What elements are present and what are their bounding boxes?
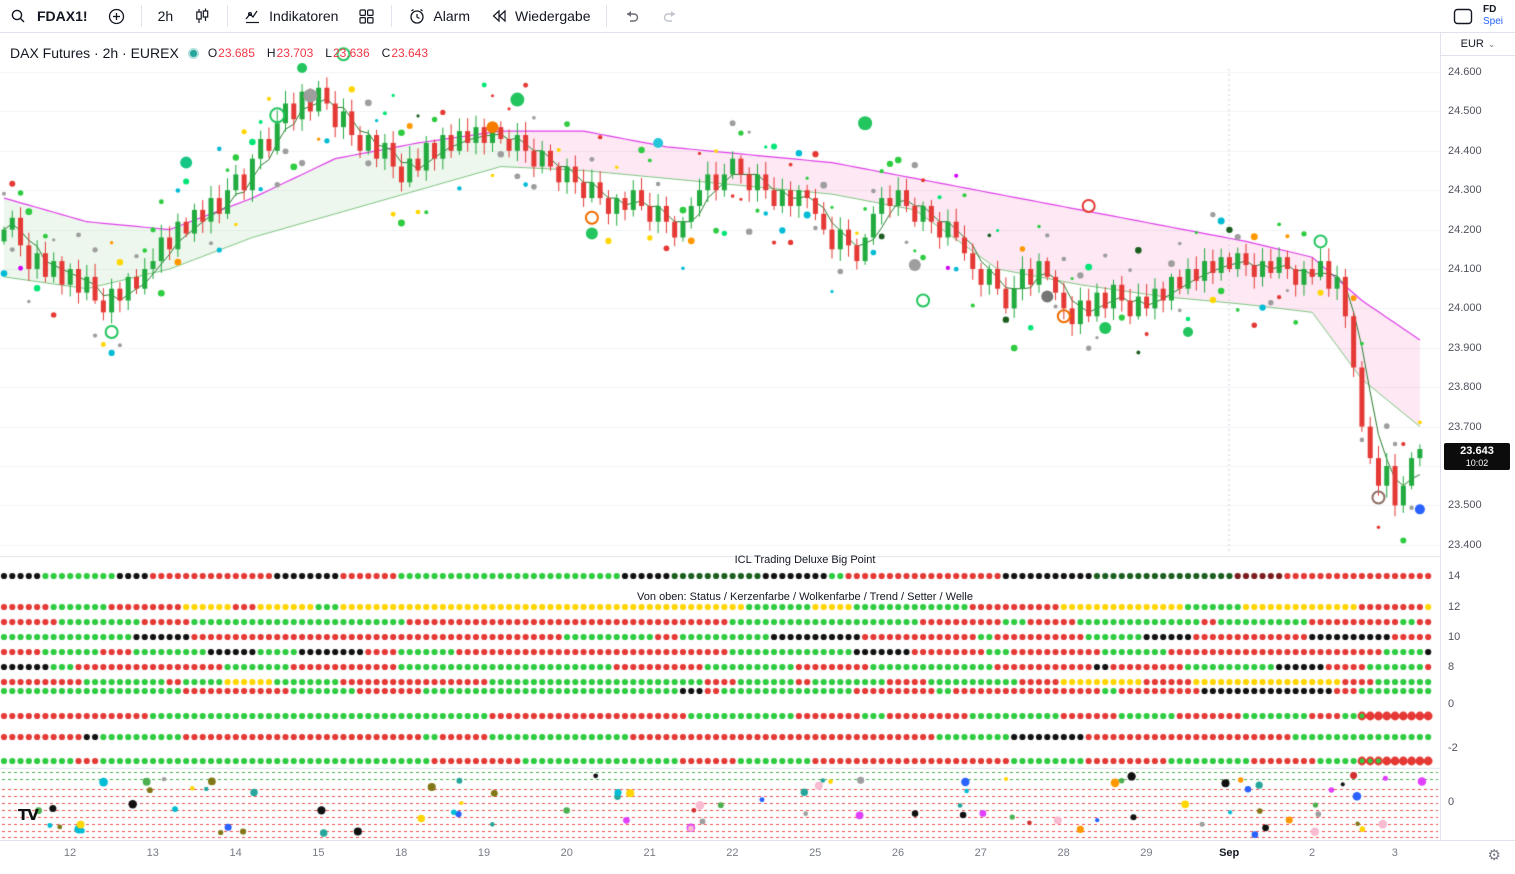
layout-grid-button[interactable]	[349, 4, 384, 29]
tradingview-logo[interactable]: TV	[18, 806, 38, 824]
time-axis-label: 3	[1392, 847, 1398, 859]
indicator-axis-label: 0	[1448, 698, 1454, 710]
time-axis-label: 19	[478, 847, 490, 859]
alert-button[interactable]: Alarm	[399, 3, 479, 29]
price-axis-label: 24.500	[1448, 105, 1482, 117]
last-price-value: 23.643	[1444, 445, 1510, 458]
settings-gear-icon[interactable]: ⚙	[1488, 846, 1501, 864]
price-axis[interactable]: EUR ⌄ 23.643 10:02 24.600 24.500 24.400 24.…	[1440, 33, 1515, 874]
price-axis-label: 23.500	[1448, 499, 1482, 511]
redo-icon	[661, 8, 679, 24]
price-axis-label: 24.200	[1448, 224, 1482, 236]
toolbar-divider	[391, 5, 392, 27]
replay-button[interactable]: Wiedergabe	[481, 3, 600, 29]
replay-icon	[490, 7, 508, 25]
indicator-panel-subtitle: Von oben: Status / Kerzenfarbe / Wolkenf…	[637, 591, 973, 603]
price-axis-label: 23.700	[1448, 421, 1482, 433]
time-axis-label: 2	[1309, 847, 1315, 859]
ohlc-pair: L23.636	[325, 46, 369, 60]
interval-button[interactable]: 2h	[149, 4, 183, 28]
price-axis-label: 23.400	[1448, 539, 1482, 551]
top-toolbar: FDAX1! 2h Indikatoren Alarm Wie	[0, 0, 1515, 33]
last-price-badge: 23.643 10:02	[1444, 443, 1510, 470]
redo-button[interactable]	[652, 4, 688, 28]
indicator-axis-label: 8	[1448, 661, 1454, 673]
ohlc-values: O23.685 H23.703 L23.636 C23.643	[208, 46, 428, 60]
time-axis-label: 15	[312, 847, 324, 859]
ohlc-value: 23.643	[391, 46, 428, 60]
indicators-button[interactable]: Indikatoren	[235, 3, 347, 29]
source-dot-icon	[188, 48, 199, 59]
time-axis-label: 29	[1140, 847, 1152, 859]
time-axis-label: 18	[395, 847, 407, 859]
ohlc-label: H	[267, 46, 276, 60]
indicators-icon	[244, 7, 262, 25]
chart-legend[interactable]: DAX Futures · 2h · EUREX O23.685 H23.703 L…	[10, 45, 428, 61]
time-axis-label: 14	[229, 847, 241, 859]
ohlc-pair: H23.703	[267, 46, 313, 60]
chart-style-button[interactable]	[184, 3, 220, 29]
ohlc-label: L	[325, 46, 332, 60]
ohlc-value: 23.685	[218, 46, 255, 60]
add-symbol-button[interactable]	[99, 4, 134, 29]
indicator-axis-label: 12	[1448, 601, 1460, 613]
alarm-clock-icon	[408, 7, 426, 25]
indicator-axis-label: 14	[1448, 570, 1460, 582]
interval-label: 2h	[158, 8, 174, 24]
indicator-axis-label: 0	[1448, 796, 1454, 808]
price-axis-label: 24.400	[1448, 145, 1482, 157]
price-axis-label: 24.100	[1448, 263, 1482, 275]
time-axis-label: 22	[726, 847, 738, 859]
time-axis-label: 25	[809, 847, 821, 859]
toolbar-divider	[227, 5, 228, 27]
bar-countdown: 10:02	[1444, 458, 1510, 468]
topright-truncated-text[interactable]: FD Spei	[1483, 4, 1505, 29]
chart-canvas[interactable]	[0, 33, 1440, 874]
search-icon[interactable]	[10, 8, 26, 24]
time-axis-label: 27	[975, 847, 987, 859]
candlestick-icon	[193, 7, 211, 25]
time-axis-label: 12	[64, 847, 76, 859]
symbol-search-button[interactable]: FDAX1!	[28, 4, 97, 28]
price-axis-label: 24.600	[1448, 66, 1482, 78]
replay-label: Wiedergabe	[515, 8, 591, 24]
time-axis-label: 20	[561, 847, 573, 859]
price-axis-label: 24.300	[1448, 184, 1482, 196]
topright-line1: FD	[1483, 4, 1505, 17]
symbol-title: DAX Futures · 2h · EUREX	[10, 45, 179, 61]
indicator-axis-label: -2	[1448, 742, 1458, 754]
time-axis[interactable]: ⚙ 12 13 14 15 18 19 20 21 22 25 26 27 28 29 Sep 2 3	[0, 840, 1515, 874]
toolbar-divider	[606, 5, 607, 27]
indicators-label: Indikatoren	[269, 8, 338, 24]
time-axis-label: 28	[1057, 847, 1069, 859]
toolbar-right-group: FD Spei	[1453, 4, 1505, 29]
alert-label: Alarm	[433, 8, 470, 24]
grid-layout-icon	[358, 8, 375, 25]
indicator-axis-label: 10	[1448, 631, 1460, 643]
currency-label: EUR	[1461, 38, 1484, 50]
currency-selector[interactable]: EUR ⌄	[1441, 33, 1515, 56]
ohlc-pair: O23.685	[208, 46, 255, 60]
topright-line2: Spei	[1483, 16, 1505, 29]
time-axis-label: 26	[892, 847, 904, 859]
time-axis-label: 13	[147, 847, 159, 859]
price-axis-label: 24.000	[1448, 302, 1482, 314]
ohlc-value: 23.636	[333, 46, 370, 60]
symbol-label: FDAX1!	[37, 8, 88, 24]
toolbar-divider	[141, 5, 142, 27]
fullscreen-window-icon[interactable]	[1453, 8, 1473, 25]
chevron-down-icon: ⌄	[1488, 39, 1496, 50]
indicator-panel-title[interactable]: ICL Trading Deluxe Big Point	[735, 554, 876, 566]
price-axis-label: 23.900	[1448, 342, 1482, 354]
time-axis-label: 21	[643, 847, 655, 859]
price-axis-label: 23.800	[1448, 381, 1482, 393]
time-axis-label: Sep	[1219, 847, 1239, 859]
ohlc-label: C	[382, 46, 391, 60]
undo-icon	[623, 8, 641, 24]
ohlc-label: O	[208, 46, 217, 60]
undo-button[interactable]	[614, 4, 650, 28]
plus-circle-icon	[108, 8, 125, 25]
ohlc-value: 23.703	[277, 46, 314, 60]
ohlc-pair: C23.643	[382, 46, 428, 60]
